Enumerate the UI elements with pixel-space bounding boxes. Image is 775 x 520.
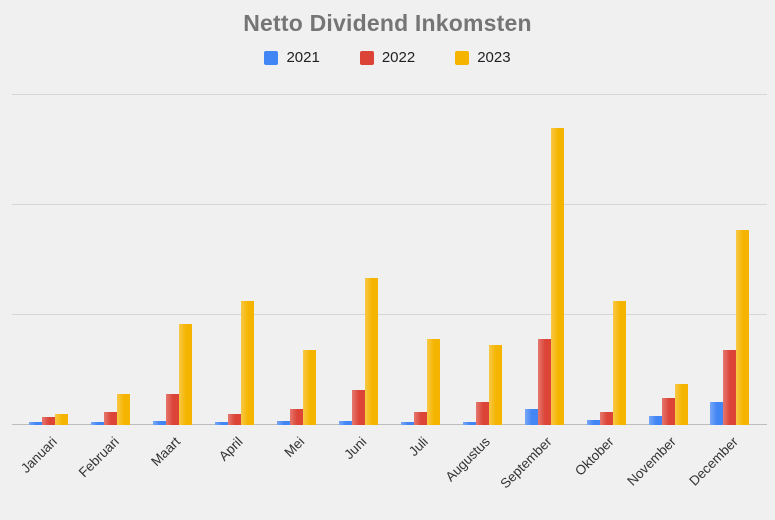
x-axis-label: Maart [148,434,184,470]
bar-2021[interactable] [586,419,600,425]
bar-2023[interactable] [55,414,69,425]
bar-2021[interactable] [153,420,167,425]
gridline [12,204,767,205]
x-axis-label: November [623,434,679,489]
bar-2022[interactable] [228,414,242,425]
x-axis-label: Mei [281,434,308,460]
plot-area: Januari Februari Maart April Mei Juni Juli Augu… [12,94,767,491]
bar-2021[interactable] [524,408,538,425]
legend-item-2022[interactable]: 2022 [359,49,416,66]
bar-group: Januari [18,95,69,476]
gridline [12,314,767,315]
bar-2023[interactable] [179,323,193,425]
bar-2022[interactable] [166,394,180,425]
bar-group: Juli [400,95,440,459]
bar-2021[interactable] [400,421,414,425]
bar-group: Mei [277,95,317,460]
bar-2021[interactable] [215,421,229,425]
bar-2021[interactable] [338,420,352,425]
legend-swatch [264,50,279,65]
legend-item-2023[interactable]: 2023 [455,49,511,66]
bar-group: Maart [148,95,193,469]
bar-group: Februari [75,95,131,480]
x-axis-label: Februari [75,434,122,481]
x-axis-label: Oktober [572,434,617,479]
bar-group: September [498,95,564,491]
bar-2021[interactable] [29,421,43,425]
bar-2023[interactable] [241,300,255,425]
bar-2022[interactable] [104,411,118,425]
bar-2023[interactable] [550,128,564,425]
bar-2021[interactable] [462,421,476,425]
bar-2021[interactable] [277,420,291,425]
bar-group: December [686,95,750,489]
bar-2023[interactable] [674,384,688,425]
legend-item-2021[interactable]: 2021 [264,49,320,66]
bar-2021[interactable] [91,421,105,425]
bar-2022[interactable] [661,397,675,425]
chart-legend: 2021 2022 2023 [0,49,775,66]
chart-title: Netto Dividend Inkomsten [243,10,532,36]
bar-2022[interactable] [723,350,737,425]
bar-2023[interactable] [612,300,626,425]
x-axis-label: Augustus [442,434,493,485]
bar-2022[interactable] [351,389,365,425]
gridline [12,94,767,95]
legend-swatch [455,50,470,65]
x-axis-label: Januari [17,434,60,476]
bar-groups: Januari Februari Maart April Mei Juni Juli Augu… [12,95,767,491]
bar-group: November [624,95,688,489]
legend-label: 2023 [477,49,511,66]
bar-2022[interactable] [42,417,56,425]
x-axis-label: April [215,434,246,464]
bar-2021[interactable] [648,416,662,425]
bar-2023[interactable] [117,394,131,425]
bar-2023[interactable] [488,344,502,425]
bar-2023[interactable] [426,339,440,425]
x-axis-label: Juni [340,434,370,463]
bar-2022[interactable] [599,411,613,425]
bar-2022[interactable] [413,411,427,425]
x-axis-label: September [497,434,555,492]
bar-2022[interactable] [537,339,551,425]
bar-2022[interactable] [290,408,304,425]
bar-2023[interactable] [736,230,750,425]
x-axis-label: Juli [406,434,431,459]
legend-swatch [359,50,374,65]
x-axis-label: December [685,434,741,489]
bar-2021[interactable] [710,401,724,425]
gridline [12,424,767,425]
bar-group: Augustus [442,95,502,484]
bar-2023[interactable] [364,277,378,425]
bar-2023[interactable] [303,350,317,425]
legend-label: 2022 [381,49,416,66]
bar-2022[interactable] [475,401,489,425]
bar-group: Juni [338,95,378,462]
bar-group: Oktober [572,95,626,479]
legend-label: 2021 [286,49,320,66]
bar-group: April [215,95,255,464]
